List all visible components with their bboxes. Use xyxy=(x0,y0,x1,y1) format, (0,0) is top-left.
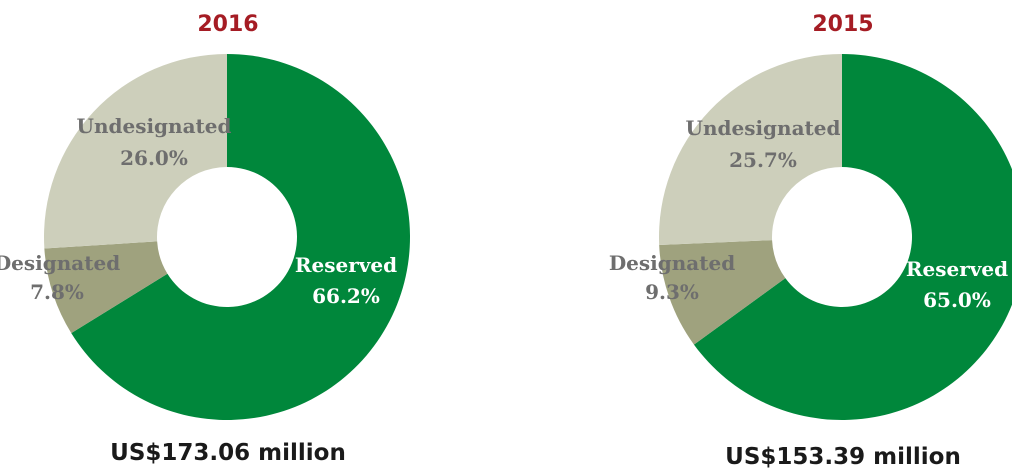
donut-chart-2016: 2016 Reserved 66.2% Designated 7.8% Undesign… xyxy=(0,0,460,469)
donut-svg: Reserved 66.2% Designated 7.8% Undesignated 2… xyxy=(0,54,410,420)
slice-value-undesignated: 25.7% xyxy=(729,148,797,172)
donut-chart-2015: 2015 Reserved 65.0% Designated 9.3% Undesign… xyxy=(609,0,1012,470)
slice-value-designated: 7.8% xyxy=(30,280,84,304)
slice-reserved xyxy=(693,54,1012,420)
slice-value-designated: 9.3% xyxy=(645,280,699,304)
slice-reserved xyxy=(71,54,410,420)
slice-label-reserved: Reserved xyxy=(906,257,1008,281)
chart-total-label: US$153.39 million xyxy=(725,444,961,470)
slice-label-reserved: Reserved xyxy=(295,253,397,277)
slice-designated xyxy=(659,240,786,345)
slice-value-undesignated: 26.0% xyxy=(120,146,188,170)
chart-title: 2015 xyxy=(812,12,874,37)
slice-value-reserved: 65.0% xyxy=(923,288,991,312)
chart-total-label: US$173.06 million xyxy=(110,440,346,466)
slice-value-reserved: 66.2% xyxy=(312,284,380,308)
slice-label-designated: Designated xyxy=(0,251,120,275)
slice-designated xyxy=(44,241,168,334)
slice-undesignated xyxy=(659,54,842,246)
donut-svg: Reserved 65.0% Designated 9.3% Undesignated 2… xyxy=(609,54,1012,420)
slice-label-undesignated: Undesignated xyxy=(686,116,841,140)
chart-title: 2016 xyxy=(197,12,259,37)
slice-undesignated xyxy=(43,54,227,249)
slice-label-designated: Designated xyxy=(609,251,735,275)
slice-label-undesignated: Undesignated xyxy=(77,114,232,138)
